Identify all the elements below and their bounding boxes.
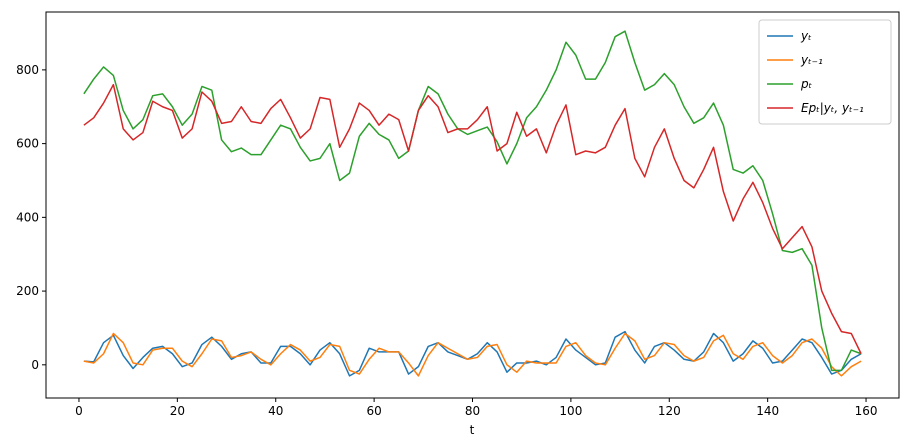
legend-label: yₜ₋₁: [800, 53, 823, 67]
x-tick-label: 20: [170, 404, 185, 418]
x-tick-label: 100: [559, 404, 582, 418]
series-line: [83, 332, 862, 377]
x-tick-label: 80: [465, 404, 480, 418]
y-tick-label: 400: [16, 210, 39, 224]
series-line: [83, 330, 862, 377]
x-tick-label: 40: [268, 404, 283, 418]
x-tick-label: 60: [366, 404, 381, 418]
x-tick-label: 140: [756, 404, 779, 418]
legend-label: yₜ: [800, 29, 812, 43]
y-tick-label: 200: [16, 284, 39, 298]
y-tick-label: 0: [31, 358, 39, 372]
x-tick-label: 0: [75, 404, 83, 418]
series-line: [83, 30, 862, 372]
y-tick-label: 800: [16, 63, 39, 77]
series-line: [83, 83, 862, 355]
legend-box: [758, 19, 892, 125]
legend-label: Epₜ|yₜ, yₜ₋₁: [801, 101, 864, 115]
legend-label: pₜ: [800, 77, 813, 91]
y-tick-label: 600: [16, 137, 39, 151]
x-tick-label: 120: [658, 404, 681, 418]
x-tick-label: 160: [855, 404, 878, 418]
x-axis-label: t: [470, 423, 475, 437]
